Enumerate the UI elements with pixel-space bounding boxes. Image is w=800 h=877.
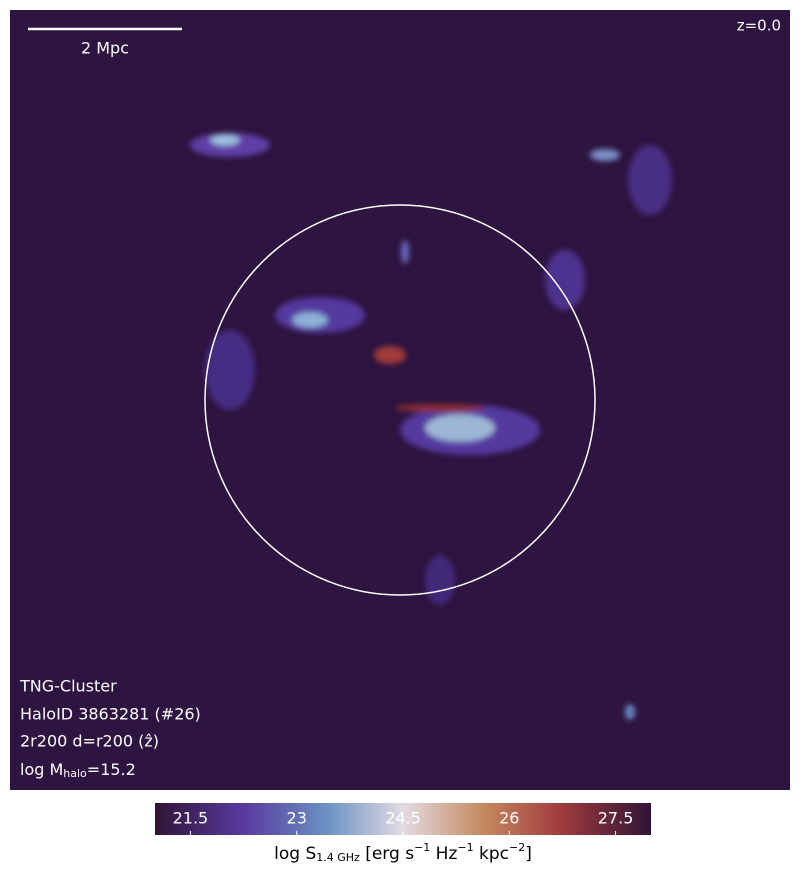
info-line: 2r200 d=r200 (ẑ): [20, 732, 159, 751]
info-line: TNG-Cluster: [19, 677, 117, 696]
colorbar-tick-label: 26: [499, 809, 519, 828]
label-sup: −1: [457, 841, 473, 854]
mass-value: =15.2: [87, 760, 136, 779]
colorbar: [155, 803, 651, 835]
colorbar-ticks: 21.5 23 24.5 26 27.5: [173, 809, 634, 835]
mass-text: log M: [20, 760, 63, 779]
emission: [190, 133, 672, 720]
label-part: kpc: [474, 844, 509, 864]
mass-sub: halo: [63, 767, 87, 780]
mass-label: log Mhalo=15.2: [20, 760, 136, 781]
colorbar-tick-label: 21.5: [173, 809, 209, 828]
redshift: z=0.0: [737, 17, 781, 35]
colorbar-tick-label: 24.5: [385, 809, 421, 828]
label-part: log S: [274, 844, 316, 864]
label-part: [erg s: [360, 844, 414, 864]
map-background: [10, 10, 790, 790]
label-part: Hz: [430, 844, 457, 864]
colorbar-tick-label: 23: [287, 809, 307, 828]
label-sub: 1.4 GHz: [316, 851, 360, 864]
r200-circle: [204, 204, 596, 596]
colorbar-label: log S1.4 GHz [erg s−1 Hz−1 kpc−2]: [274, 841, 532, 864]
scale-bar-label: 2 Mpc: [81, 39, 129, 58]
label-part: ]: [525, 844, 532, 864]
colorbar-tick-label: 27.5: [598, 809, 634, 828]
label-sup: −2: [509, 841, 525, 854]
info-line: HaloID 3863281 (#26): [20, 705, 201, 724]
label-sup: −1: [414, 841, 430, 854]
